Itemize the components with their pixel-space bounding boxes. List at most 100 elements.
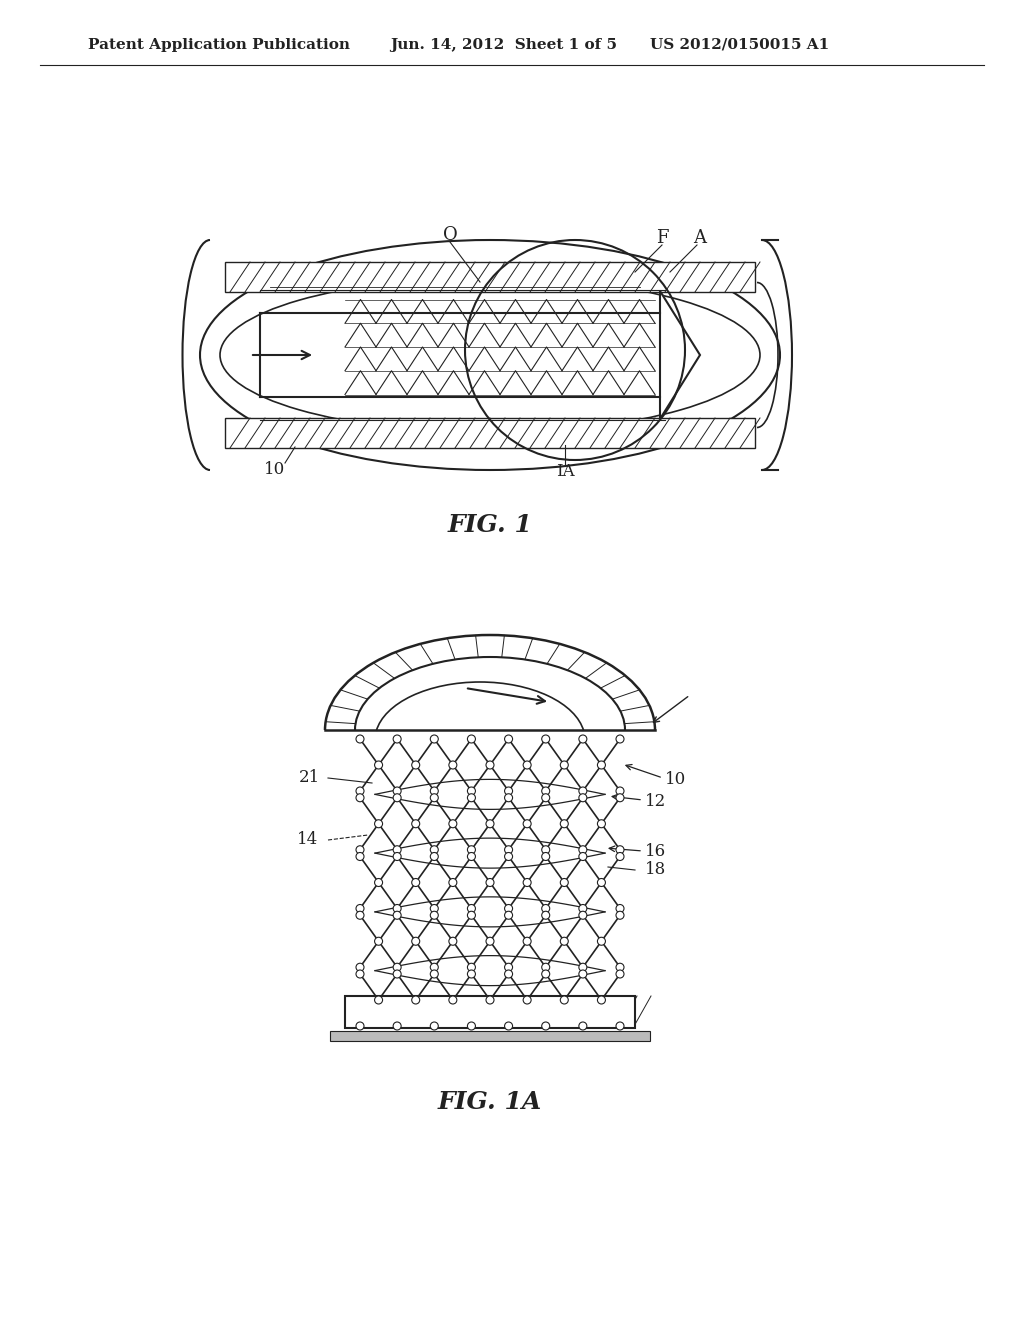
Text: 10: 10 — [264, 462, 286, 479]
Circle shape — [542, 793, 550, 801]
Circle shape — [393, 964, 401, 972]
Circle shape — [505, 793, 513, 801]
Circle shape — [616, 1022, 624, 1030]
Circle shape — [560, 997, 568, 1005]
Circle shape — [486, 937, 494, 945]
Circle shape — [356, 793, 364, 801]
Circle shape — [467, 970, 475, 978]
Circle shape — [430, 964, 438, 972]
Circle shape — [505, 904, 513, 912]
Circle shape — [467, 787, 475, 795]
Circle shape — [505, 735, 513, 743]
Circle shape — [616, 846, 624, 854]
Circle shape — [430, 793, 438, 801]
Circle shape — [430, 787, 438, 795]
Text: 10: 10 — [665, 771, 686, 788]
Circle shape — [579, 735, 587, 743]
Circle shape — [542, 1022, 550, 1030]
Circle shape — [597, 879, 605, 887]
Circle shape — [505, 1022, 513, 1030]
Circle shape — [375, 937, 383, 945]
Circle shape — [523, 762, 531, 770]
Circle shape — [356, 787, 364, 795]
Circle shape — [467, 904, 475, 912]
Circle shape — [393, 787, 401, 795]
Circle shape — [542, 853, 550, 861]
Circle shape — [430, 911, 438, 919]
Text: 16: 16 — [645, 843, 667, 861]
Circle shape — [505, 846, 513, 854]
Circle shape — [356, 904, 364, 912]
Circle shape — [449, 820, 457, 828]
Circle shape — [393, 904, 401, 912]
Circle shape — [523, 937, 531, 945]
Circle shape — [523, 820, 531, 828]
Circle shape — [430, 853, 438, 861]
Circle shape — [356, 964, 364, 972]
Bar — [225, 261, 755, 292]
Circle shape — [486, 879, 494, 887]
Circle shape — [375, 762, 383, 770]
Circle shape — [579, 904, 587, 912]
Circle shape — [616, 735, 624, 743]
Bar — [345, 997, 635, 1028]
Circle shape — [467, 1022, 475, 1030]
Text: Patent Application Publication: Patent Application Publication — [88, 38, 350, 51]
Circle shape — [356, 846, 364, 854]
Circle shape — [505, 853, 513, 861]
Circle shape — [597, 820, 605, 828]
Circle shape — [523, 879, 531, 887]
Circle shape — [616, 793, 624, 801]
Circle shape — [356, 735, 364, 743]
Circle shape — [393, 1022, 401, 1030]
Circle shape — [616, 911, 624, 919]
Text: F: F — [655, 228, 669, 247]
Circle shape — [430, 1022, 438, 1030]
Text: 12: 12 — [645, 793, 667, 810]
Circle shape — [616, 904, 624, 912]
Circle shape — [486, 762, 494, 770]
Text: 18: 18 — [645, 862, 667, 879]
Text: 14: 14 — [297, 832, 318, 849]
Circle shape — [430, 846, 438, 854]
Circle shape — [616, 964, 624, 972]
Circle shape — [467, 793, 475, 801]
Circle shape — [597, 997, 605, 1005]
Circle shape — [430, 735, 438, 743]
Circle shape — [467, 911, 475, 919]
Circle shape — [560, 762, 568, 770]
Circle shape — [375, 820, 383, 828]
Circle shape — [430, 970, 438, 978]
Circle shape — [579, 1022, 587, 1030]
Circle shape — [412, 879, 420, 887]
Polygon shape — [660, 290, 700, 418]
Circle shape — [579, 964, 587, 972]
Circle shape — [356, 1022, 364, 1030]
Circle shape — [486, 820, 494, 828]
Circle shape — [579, 793, 587, 801]
Text: Jun. 14, 2012  Sheet 1 of 5: Jun. 14, 2012 Sheet 1 of 5 — [390, 38, 617, 51]
Circle shape — [505, 964, 513, 972]
Circle shape — [505, 970, 513, 978]
Circle shape — [542, 964, 550, 972]
Circle shape — [579, 853, 587, 861]
Circle shape — [467, 964, 475, 972]
Circle shape — [616, 787, 624, 795]
Circle shape — [486, 997, 494, 1005]
Circle shape — [542, 735, 550, 743]
Circle shape — [467, 735, 475, 743]
Circle shape — [449, 997, 457, 1005]
Circle shape — [523, 997, 531, 1005]
Text: 21: 21 — [299, 770, 319, 787]
FancyArrow shape — [330, 1031, 650, 1041]
Circle shape — [505, 911, 513, 919]
Circle shape — [467, 846, 475, 854]
Circle shape — [579, 911, 587, 919]
Circle shape — [542, 970, 550, 978]
Circle shape — [542, 911, 550, 919]
Text: O: O — [442, 226, 458, 244]
Circle shape — [560, 820, 568, 828]
Circle shape — [375, 997, 383, 1005]
Circle shape — [542, 904, 550, 912]
Bar — [225, 418, 755, 447]
